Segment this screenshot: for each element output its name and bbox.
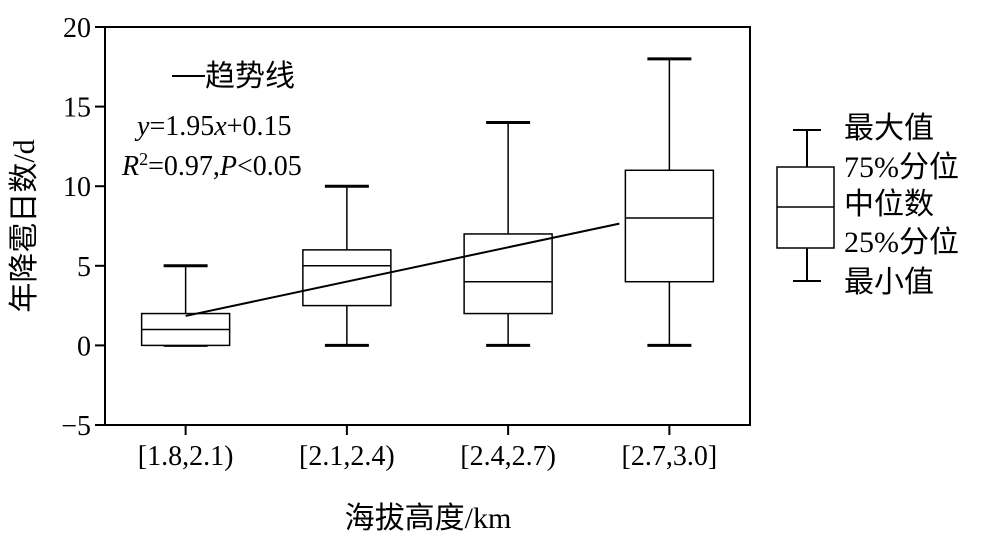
box-1	[140, 264, 231, 347]
y-tick-label: 10	[63, 172, 91, 203]
y-tick-label: 0	[77, 331, 91, 362]
iqr-box	[302, 249, 392, 307]
trend-statistics: R2=0.97,P<0.05	[121, 149, 302, 182]
box-2	[302, 184, 392, 347]
plot-frame	[104, 26, 751, 426]
box-series	[140, 57, 715, 347]
y-tick-label: 15	[63, 93, 91, 124]
y-tick-label: −5	[61, 411, 91, 442]
iqr-box	[624, 169, 715, 283]
x-axis-title: 海拔高度/km	[345, 502, 512, 535]
legend-label-q3: 75%分位	[844, 151, 959, 184]
y-axis-ticks: −5 0 5 10 15 20	[61, 13, 105, 442]
legend-label-median: 中位数	[844, 188, 934, 221]
box-4	[624, 57, 715, 347]
legend-label-max: 最大值	[844, 112, 934, 145]
trend-equation: y=1.95x+0.15	[134, 111, 291, 142]
x-category-label: [2.4,2.7)	[460, 441, 556, 472]
y-axis-title: 年降雹日数/d	[8, 139, 41, 312]
y-tick-label: 5	[77, 252, 91, 283]
x-category-label: [2.7,3.0]	[622, 441, 718, 472]
trend-legend-label: 趋势线	[205, 60, 295, 93]
x-category-label: [1.8,2.1)	[138, 441, 234, 472]
iqr-box	[463, 233, 553, 315]
legend-label-q1: 25%分位	[844, 226, 959, 259]
y-tick-label: 20	[63, 13, 91, 44]
x-category-label: [2.1,2.4)	[299, 441, 395, 472]
legend: 最大值 75%分位 中位数 25%分位 最小值	[776, 112, 959, 299]
box-3	[463, 121, 553, 347]
x-axis-categories: [1.8,2.1) [2.1,2.4) [2.4,2.7) [2.7,3.0]	[138, 425, 717, 472]
legend-label-min: 最小值	[844, 266, 934, 299]
trend-line	[185, 222, 620, 317]
